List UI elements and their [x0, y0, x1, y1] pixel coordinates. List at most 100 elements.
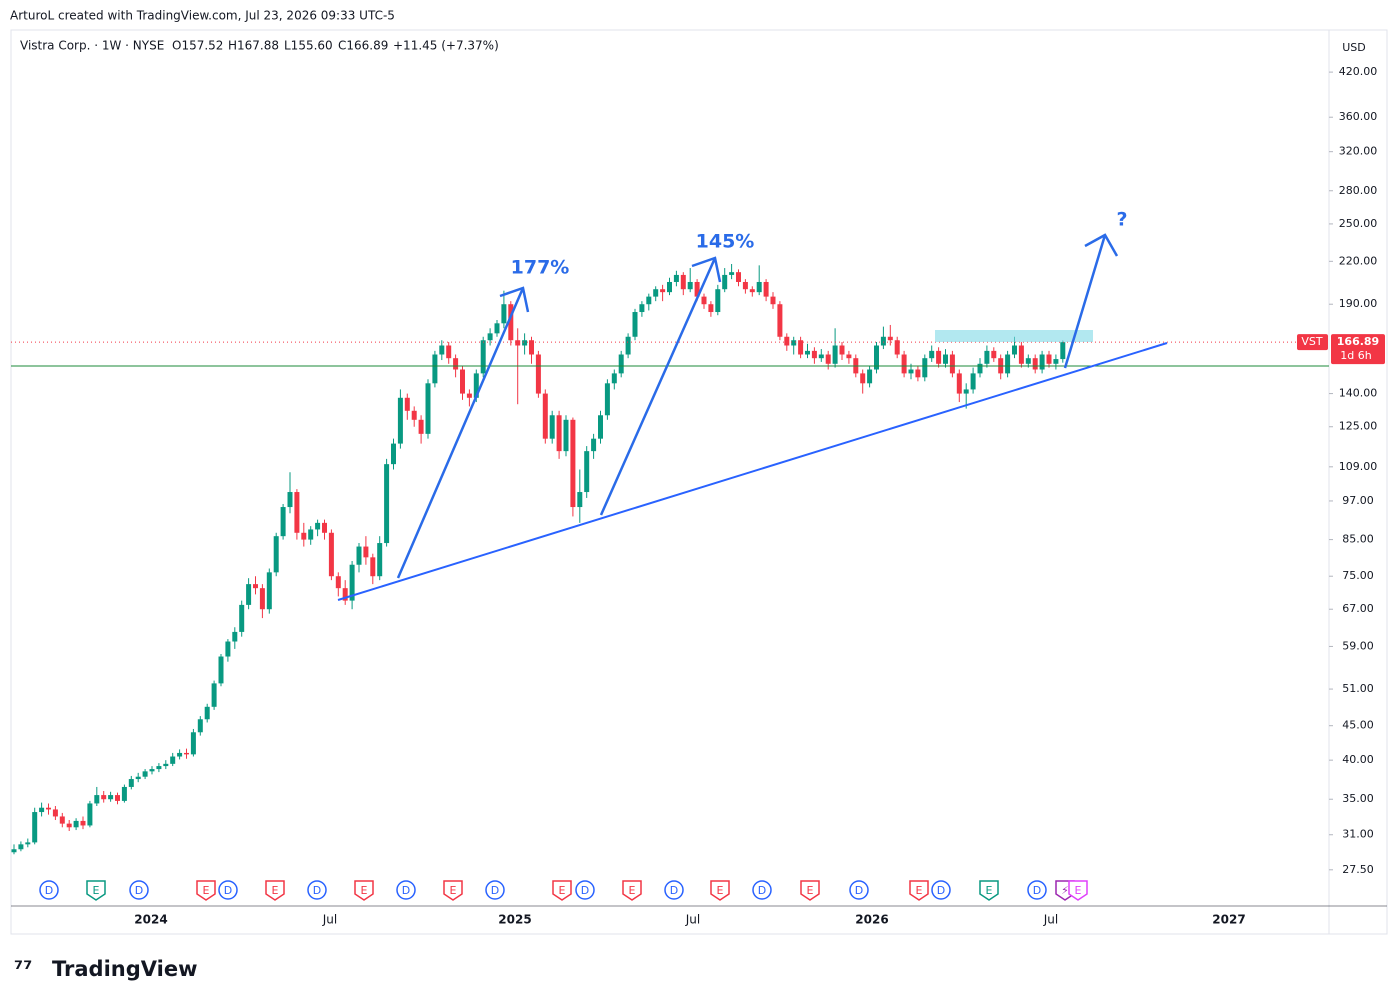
candle-body: [604, 383, 610, 416]
earnings-icon: [265, 880, 285, 901]
event-label: E: [203, 884, 210, 897]
event-label: E: [1075, 884, 1082, 897]
y-tick-label: 125.00: [1339, 420, 1378, 433]
candle-body: [259, 588, 265, 610]
candle-body: [611, 373, 617, 384]
y-tick-label: 220.00: [1339, 254, 1378, 267]
candle-body: [315, 522, 321, 530]
candle-body: [549, 415, 555, 439]
candle-body: [170, 756, 176, 764]
candle-body: [384, 464, 390, 544]
candle-body: [1053, 359, 1059, 364]
candle-body: [1025, 358, 1031, 364]
candle-body: [266, 572, 272, 610]
candle-body: [184, 752, 189, 755]
candle-body: [722, 274, 728, 290]
ohlc-open: O157.52: [172, 39, 223, 53]
candle-body: [936, 350, 942, 364]
y-tick-label: 360.00: [1339, 110, 1378, 123]
event-label: D: [1033, 884, 1041, 897]
candle-body: [777, 304, 783, 337]
event-label: D: [224, 884, 232, 897]
candle-body: [418, 419, 424, 434]
candle-body: [1046, 354, 1052, 364]
y-tick-label: 420.00: [1339, 65, 1378, 78]
candle-body: [570, 419, 576, 508]
candle-body: [356, 546, 362, 565]
event-label: E: [717, 884, 724, 897]
event-label: E: [272, 884, 279, 897]
price-tag-label: 166.89: [1337, 335, 1379, 348]
candle-body: [956, 373, 962, 394]
x-tick-label: Jul: [1043, 913, 1058, 927]
candle-body: [556, 415, 562, 452]
arrows: [396, 233, 1119, 579]
event-label: E: [559, 884, 566, 897]
y-tick-label: 40.00: [1342, 753, 1374, 766]
candle-body: [487, 333, 493, 341]
candle-body: [508, 304, 514, 341]
event-label: D: [491, 884, 499, 897]
candle-body: [370, 557, 376, 577]
y-tick-label: 190.00: [1339, 297, 1378, 310]
candle-body: [984, 350, 990, 364]
candle-body: [1005, 354, 1011, 374]
candle-body: [115, 795, 120, 801]
candle-body: [301, 532, 307, 540]
candle-body: [66, 823, 72, 828]
change: +11.45 (+7.37%): [393, 39, 499, 53]
y-tick-label: 31.00: [1342, 828, 1374, 841]
x-tick-label: 2026: [855, 913, 888, 927]
event-label: D: [402, 884, 410, 897]
y-tick-label: 85.00: [1342, 533, 1374, 546]
candle-body: [349, 564, 355, 601]
candle-body: [736, 272, 741, 282]
candle-body: [397, 397, 403, 444]
candle-body: [87, 803, 93, 826]
candle-body: [667, 281, 672, 293]
candle-body: [742, 281, 748, 290]
earnings-icon: [443, 880, 463, 901]
y-tick-label: 250.00: [1339, 217, 1378, 230]
y-tick-label: 97.00: [1342, 494, 1374, 507]
candle-body: [915, 369, 921, 378]
y-tick-label: 59.00: [1342, 639, 1374, 652]
earnings-icon: [622, 880, 642, 901]
candle-body: [218, 656, 224, 684]
candle-body: [121, 786, 127, 801]
candle-body: [204, 706, 210, 720]
x-tick-label: 2025: [498, 913, 531, 927]
candle-body: [453, 358, 459, 370]
candle-body: [715, 289, 721, 313]
candle-body: [977, 363, 983, 374]
candle-body: [825, 354, 831, 364]
symbol-tag-label: VST: [1301, 335, 1323, 348]
candle-body: [108, 795, 114, 800]
candle-body: [211, 683, 217, 707]
candle-body: [542, 393, 548, 439]
candle-body: [646, 296, 652, 305]
earnings-icon: [196, 880, 216, 901]
candle-body: [52, 809, 58, 817]
candle-body: [1039, 354, 1045, 370]
candle-body: [1012, 345, 1017, 355]
candle-body: [404, 397, 410, 411]
candle-body: [25, 842, 31, 845]
candle-body: [874, 345, 879, 370]
candle-body: [770, 296, 776, 305]
candle-body: [287, 492, 293, 508]
earnings-icon: [86, 880, 106, 901]
candle-body: [577, 492, 583, 508]
candle-body: [335, 576, 341, 589]
y-tick-label: 45.00: [1342, 719, 1374, 732]
candle-body: [73, 820, 79, 828]
candle-body: [11, 849, 17, 853]
candle-body: [880, 336, 886, 346]
earnings-icon: [354, 880, 374, 901]
candle-body: [391, 443, 396, 465]
dividend-icon: [931, 880, 951, 900]
y-tick-label: 27.50: [1342, 863, 1374, 876]
footer-logo: TradingView: [52, 957, 197, 981]
ohlc-close: C166.89: [338, 39, 388, 53]
